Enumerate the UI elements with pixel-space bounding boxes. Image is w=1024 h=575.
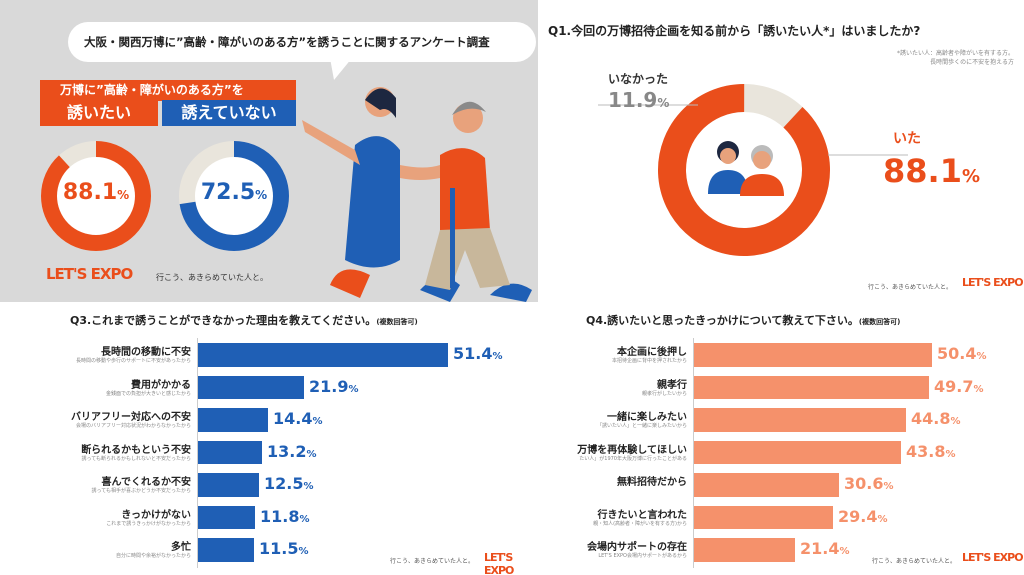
bar-value: 14.4% xyxy=(273,409,323,428)
bar xyxy=(198,440,262,464)
cannot-label: 誘えていない xyxy=(162,100,296,126)
bar-value: 43.8% xyxy=(906,441,956,461)
bar-value: 11.5% xyxy=(259,539,309,558)
bar xyxy=(198,505,255,529)
bar-value: 13.2% xyxy=(267,441,317,461)
want-label: 誘いたい xyxy=(40,100,158,126)
bar xyxy=(198,473,259,497)
bar-label: 万博を再体験してほしい xyxy=(577,444,687,456)
q1-leader-line-yes xyxy=(828,154,908,156)
cannot-percent: 72.5% xyxy=(200,180,268,205)
bar-sublabel: 親孝行がしたいから xyxy=(641,390,687,397)
bar-value: 12.5% xyxy=(264,474,314,493)
q3-axis-line xyxy=(197,338,198,568)
q1-leader-line-no xyxy=(598,104,698,106)
q1-label-yes: いた xyxy=(893,131,921,147)
speech-bubble-tail xyxy=(330,58,352,80)
bar-value: 21.9% xyxy=(309,376,359,396)
q1-note-1: *誘いたい人：高齢者や障がいを有する方。 xyxy=(896,50,1014,57)
q3-footer-logo: LET'S EXPO xyxy=(484,551,514,575)
people-icon xyxy=(708,141,784,196)
bar-value: 44.8% xyxy=(911,409,961,428)
subject-banner: 万博に”高齢・障がいのある方”を xyxy=(40,80,296,101)
hero-tagline: 行こう、あきらめていた人と。 xyxy=(156,273,268,282)
bar-label: 一緒に楽しみたい xyxy=(607,412,687,423)
bar xyxy=(694,343,932,367)
bar-sublabel: 誘っても断られるかもしれないと不安だったから xyxy=(81,455,191,462)
bar-label: きっかけがない xyxy=(121,509,191,521)
q4-footer-tagline: 行こう、あきらめていた人と。 xyxy=(872,558,957,565)
bar-label: 無料招待だから xyxy=(617,477,687,488)
q4-footer-logo: LET'S EXPO xyxy=(962,551,1024,564)
bar xyxy=(694,440,901,464)
bar xyxy=(694,375,929,399)
bar-label: 本企画に後押し xyxy=(617,347,687,358)
companion-illustration xyxy=(302,87,532,302)
bar-label: 会場内サポートの存在 xyxy=(587,542,687,553)
q1-note-2: 長時間歩くのに不安を抱える方 xyxy=(930,59,1014,66)
bar-sublabel: 金銭面での負担が大きいと感じたから xyxy=(105,390,191,397)
bar-value: 29.4% xyxy=(838,506,888,526)
bar-label: 多忙 xyxy=(171,542,191,553)
bar xyxy=(198,408,268,432)
want-donut xyxy=(41,141,151,251)
q4-title: Q4.誘いたいと思ったきっかけについて教えて下さい。(複数回答可) xyxy=(586,314,901,327)
cannot-donut xyxy=(179,141,289,251)
q3-footer-tagline: 行こう、あきらめていた人と。 xyxy=(390,558,475,565)
bar-value: 21.4% xyxy=(800,539,850,558)
bar xyxy=(694,473,839,497)
bar-label: 親孝行 xyxy=(657,379,687,391)
survey-headline: 大阪・関西万博に”高齢・障がいのある方”を誘うことに関するアンケート調査 xyxy=(68,22,536,62)
bar xyxy=(694,408,906,432)
bar-sublabel: 自分に時間や余裕がなかったから xyxy=(115,553,191,559)
bar-label: 費用がかかる xyxy=(131,379,191,391)
q1-value-no: 11.9% xyxy=(608,88,670,112)
survey-hero-panel: 大阪・関西万博に”高齢・障がいのある方”を誘うことに関するアンケート調査 万博に… xyxy=(0,0,538,302)
bar-label: 行きたいと言われた xyxy=(597,509,688,521)
q1-footer-tagline: 行こう、あきらめていた人と。 xyxy=(868,284,953,291)
bar xyxy=(198,343,448,367)
bar-value: 11.8% xyxy=(260,506,310,526)
q1-footer-logo: LET'S EXPO xyxy=(962,276,1024,289)
bar xyxy=(694,505,833,529)
q4-panel: Q4.誘いたいと思ったきっかけについて教えて下さい。(複数回答可) 本企画に後押… xyxy=(538,302,1024,575)
bar-label: 喜んでくれるか不安 xyxy=(101,477,192,488)
bar-sublabel: LET'S EXPO会場内サポートがあるから xyxy=(598,553,687,559)
bar-label: 長時間の移動に不安 xyxy=(101,347,191,358)
bar-sublabel: 会場のバリアフリー対応状況がわからなかったから xyxy=(75,423,191,429)
q1-value-yes: 88.1% xyxy=(883,152,980,190)
bar-label: バリアフリー対応への不安 xyxy=(71,412,191,423)
q3-title: Q3.これまで誘うことができなかった理由を教えてください。(複数回答可) xyxy=(70,314,418,327)
q3-panel: Q3.これまで誘うことができなかった理由を教えてください。(複数回答可) 長時間… xyxy=(0,302,538,575)
bar-sublabel: 誘っても相手が喜ぶかどうか不安だったから xyxy=(91,488,191,494)
bar-label: 断られるかもという不安 xyxy=(81,444,191,456)
q4-axis-line xyxy=(693,338,694,568)
bar-sublabel: 本招待企画に背中を押されたから xyxy=(611,358,687,364)
bar-value: 50.4% xyxy=(937,344,987,363)
bar-value: 30.6% xyxy=(844,474,894,493)
q1-pie xyxy=(658,84,830,256)
bar-value: 49.7% xyxy=(934,376,984,396)
bar xyxy=(198,538,254,562)
bar-sublabel: 長時間の移動や歩行のサポートに不安があったから xyxy=(75,358,191,364)
bar-value: 51.4% xyxy=(453,344,503,363)
q1-title: Q1.今回の万博招待企画を知る前から「誘いたい人*」はいましたか? xyxy=(548,24,921,38)
q1-panel: Q1.今回の万博招待企画を知る前から「誘いたい人*」はいましたか? *誘いたい人… xyxy=(538,0,1024,302)
bar-sublabel: 「誘いたい人」と一緒に楽しみたいから xyxy=(596,423,687,429)
bar-sublabel: 親・知人(高齢者・障がいを有する方)から xyxy=(593,520,687,527)
q1-label-no: いなかった xyxy=(608,72,669,86)
bar xyxy=(198,375,304,399)
lets-expo-logo: LET'S EXPO xyxy=(46,265,133,283)
want-percent: 88.1% xyxy=(62,180,130,205)
bar-sublabel: たい人」が1970年大阪万博に行ったことがある xyxy=(579,455,687,462)
bar-sublabel: これまで誘うきっかけがなかったから xyxy=(106,520,191,527)
bar xyxy=(694,538,795,562)
